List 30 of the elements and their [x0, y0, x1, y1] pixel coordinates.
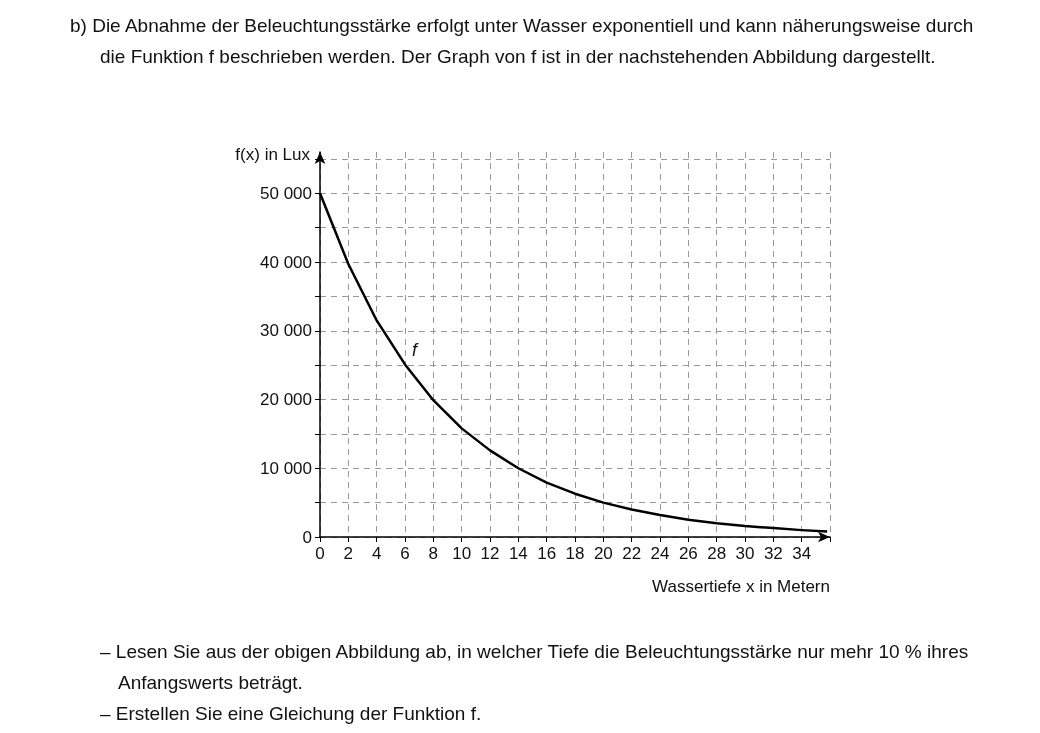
- x-tick-label: 24: [650, 544, 670, 563]
- x-axis-title: Wassertiefe x in Metern: [652, 577, 830, 596]
- x-tick-label: 0: [315, 544, 325, 563]
- x-tick-label: 34: [792, 544, 812, 563]
- y-tick-label: 20 000: [260, 390, 312, 409]
- y-tick-label: 10 000: [260, 458, 312, 478]
- y-tick-label: 30 000: [260, 321, 312, 341]
- x-tick-label: 32: [763, 544, 783, 563]
- x-tick-label: 20: [593, 544, 613, 563]
- x-tick-label: 16: [537, 544, 557, 563]
- x-tick-label: 18: [565, 544, 585, 563]
- chart-title: b) Die Abnahme der Beleuchtungsstärke erfolgt unter Wasser exponentiell und kann näherungsweise durch die Funktion f beschrieben werden. Der Graph von f ist in der nachstehenden Abbildung dargestellt.: [70, 14, 975, 69]
- x-tick-label: 28: [707, 544, 727, 563]
- y-tick-label: 0: [302, 527, 312, 547]
- x-tick-label: 30: [735, 544, 755, 563]
- y-tick-label: 40 000: [260, 252, 312, 272]
- text: – Erstellen Sie eine Gleichung der Funktion f.: [100, 702, 483, 726]
- y-axis-title: f(x) in Lux: [235, 145, 311, 164]
- x-tick-label: 22: [622, 544, 642, 563]
- text: – Lesen Sie aus der obigen Abbildung ab, in welcher Tiefe die Beleuchtungsstärke nur mehr 10 % ihres Anfangswerts beträgt.: [100, 640, 970, 695]
- x-tick-label: 26: [678, 544, 698, 563]
- x-tick-label: 14: [508, 544, 528, 563]
- x-tick-label: 8: [428, 544, 439, 563]
- annotation: f: [412, 340, 419, 361]
- x-tick-label: 6: [400, 544, 410, 563]
- y-tick-label: 50 000: [260, 183, 312, 203]
- x-tick-label: 12: [480, 544, 500, 563]
- x-tick-label: 2: [343, 544, 354, 563]
- x-tick-label: 10: [452, 544, 472, 563]
- x-tick-label: 4: [371, 544, 382, 563]
